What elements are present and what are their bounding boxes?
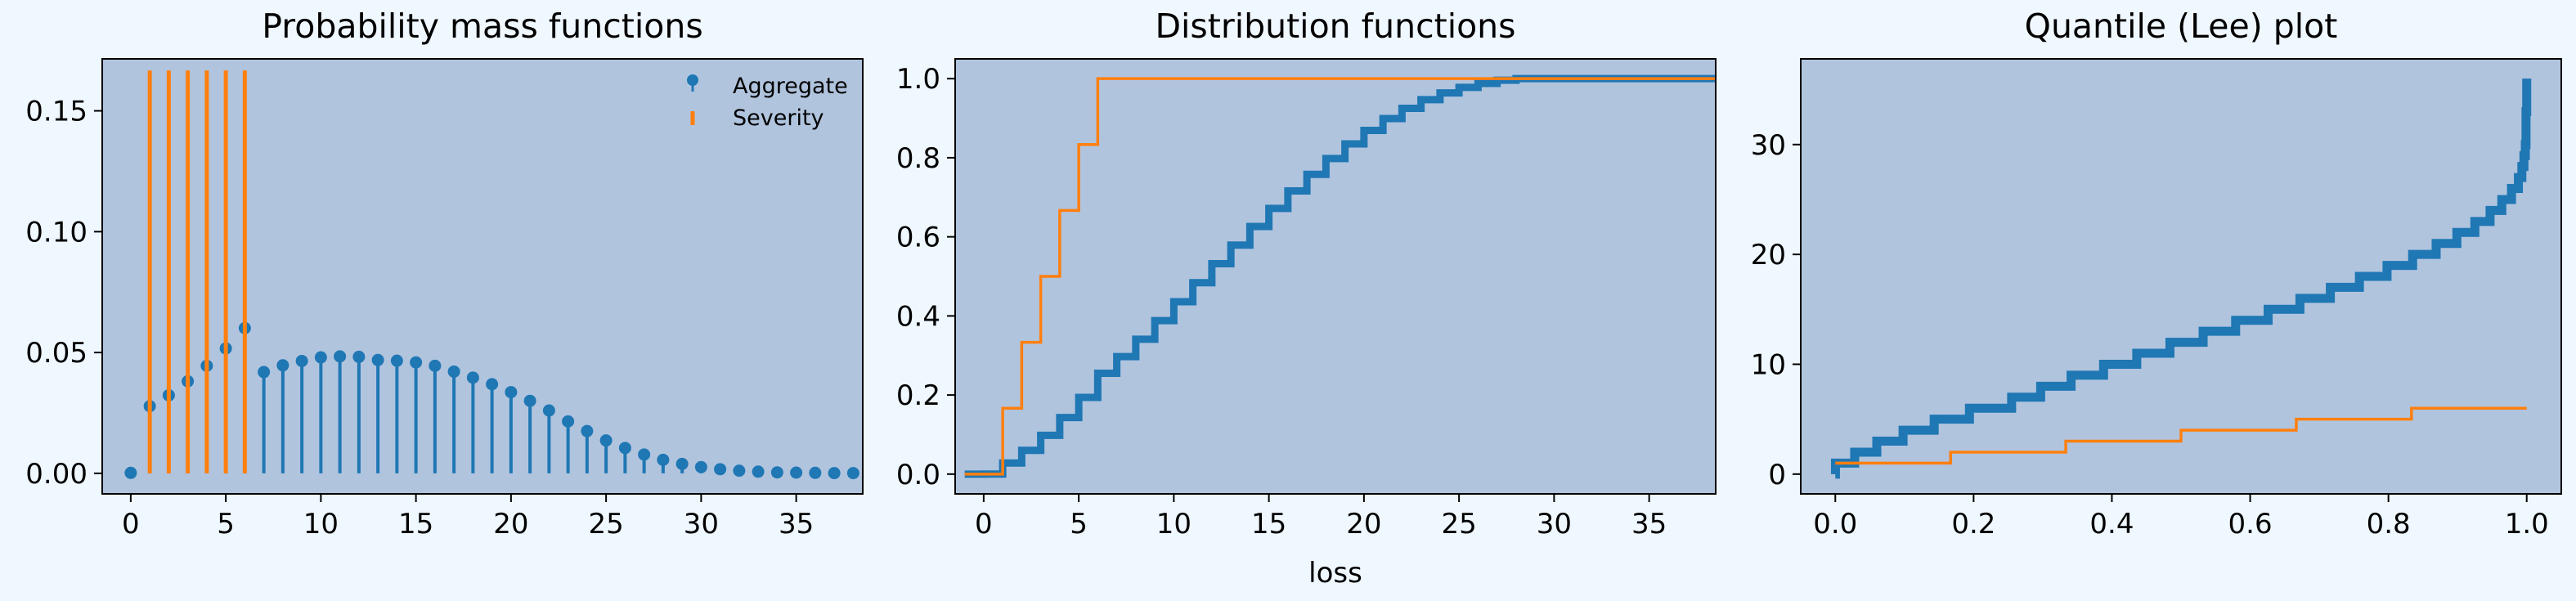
cdf-xtick-label: 20 [1346,508,1381,540]
aggregate-point [124,466,137,479]
quantile-ticks: 0.0 0.2 0.4 0.6 0.8 1.0 0 10 20 30 [1751,129,2549,540]
aggregate-point [714,463,727,476]
cdf-ytick-label: 1.0 [896,63,940,96]
aggregate-point [790,466,803,479]
quantile-xtick-label: 0.8 [2367,508,2411,540]
pmf-ytick-label: 0.00 [25,458,88,491]
aggregate-point [770,466,783,479]
pmf-legend: Aggregate Severity [687,74,848,131]
cdf-xtick-label: 0 [975,508,993,540]
quantile-xtick-label: 0.4 [2089,508,2134,540]
aggregate-point [638,448,651,461]
cdf-marks [964,74,1716,478]
legend-aggregate-label: Aggregate [733,74,848,99]
pmf-panel: 0 5 10 15 20 25 30 35 0.00 0.05 0.10 0.15 Probabili… [25,7,864,540]
cdf-plot-area [955,59,1716,494]
cdf-xtick-label: 10 [1156,508,1192,540]
aggregate-point [314,351,327,364]
pmf-xtick-label: 25 [588,508,623,540]
pmf-ticks: 0 5 10 15 20 25 30 35 0.00 0.05 0.10 0.15 [25,96,814,540]
aggregate-point [371,353,384,366]
quantile-xtick-label: 1.0 [2505,508,2549,540]
pmf-ytick-label: 0.10 [25,216,88,249]
pmf-xtick-label: 20 [493,508,528,540]
cdf-xtick-label: 35 [1631,508,1667,540]
quantile-xtick-label: 0.2 [1951,508,1995,540]
aggregate-point [657,453,670,466]
cdf-ytick-label: 0.0 [896,459,940,491]
pmf-xtick-label: 5 [217,508,235,540]
aggregate-point [258,366,271,379]
quantile-panel: 0.0 0.2 0.4 0.6 0.8 1.0 0 10 20 30 Quantile (Lee)… [1751,7,2562,540]
pmf-xtick-label: 15 [398,508,433,540]
aggregate-point [447,365,460,378]
cdf-ytick-label: 0.6 [896,222,940,254]
quantile-plot-area [1801,59,2561,494]
pmf-plot-area [102,59,863,494]
quantile-ytick-label: 0 [1768,459,1786,491]
quantile-xtick-label: 0.0 [1813,508,1857,540]
pmf-marks [124,70,859,480]
aggregate-point [828,467,841,480]
quantile-marks [1830,78,2532,479]
aggregate-point [752,465,765,478]
cdf-ytick-label: 0.4 [896,300,940,333]
aggregate-point [276,359,289,372]
cdf-xtick-label: 25 [1441,508,1476,540]
aggregate-point [410,356,423,369]
quantile-ytick-label: 10 [1751,348,1786,381]
quantile-xtick-label: 0.6 [2228,508,2273,540]
aggregate-point [733,464,746,478]
aggregate-quantile-line [1830,78,2532,479]
aggregate-point [694,460,707,473]
aggregate-point [390,354,403,367]
aggregate-point [429,359,442,372]
aggregate-point [562,415,575,428]
aggregate-point [542,404,555,417]
pmf-title: Probability mass functions [262,7,702,46]
aggregate-point [675,457,689,470]
aggregate-point [809,466,822,479]
pmf-ytick-label: 0.15 [25,96,88,128]
cdf-xlabel: loss [1308,557,1362,590]
pmf-xtick-label: 0 [122,508,140,540]
cdf-xtick-label: 5 [1070,508,1088,540]
pmf-ytick-label: 0.05 [25,337,88,370]
aggregate-point [523,394,536,407]
quantile-ytick-label: 30 [1751,129,1786,162]
quantile-title: Quantile (Lee) plot [2025,7,2338,46]
severity-quantile-line [1835,406,2527,465]
cdf-ticks: 0 5 10 15 20 25 30 35 0.0 0.2 0.4 0.6 0.8 1.0 [896,63,1667,540]
cdf-title: Distribution functions [1155,7,1515,46]
aggregate-point [295,354,308,367]
cdf-ytick-label: 0.2 [896,379,940,412]
aggregate-point [618,442,631,455]
aggregate-point [581,424,594,437]
cdf-panel: 0 5 10 15 20 25 30 35 0.0 0.2 0.4 0.6 0.8 1.0 Distrib… [896,7,1717,590]
legend-severity-label: Severity [733,105,824,131]
pmf-xtick-label: 35 [779,508,814,540]
pmf-xtick-label: 10 [303,508,339,540]
quantile-ytick-label: 20 [1751,239,1786,271]
aggregate-point [505,386,518,399]
aggregate-point [486,378,499,391]
cdf-xtick-label: 15 [1251,508,1286,540]
aggregate-point [599,434,613,447]
severity-cdf-line [964,77,1716,476]
cdf-ytick-label: 0.8 [896,142,940,175]
pmf-xtick-label: 30 [684,508,719,540]
aggregate-point [352,350,366,363]
legend-aggregate-marker [687,74,698,86]
cdf-xtick-label: 30 [1537,508,1572,540]
aggregate-point [334,350,347,363]
aggregate-point [466,371,479,384]
aggregate-point [846,467,859,480]
